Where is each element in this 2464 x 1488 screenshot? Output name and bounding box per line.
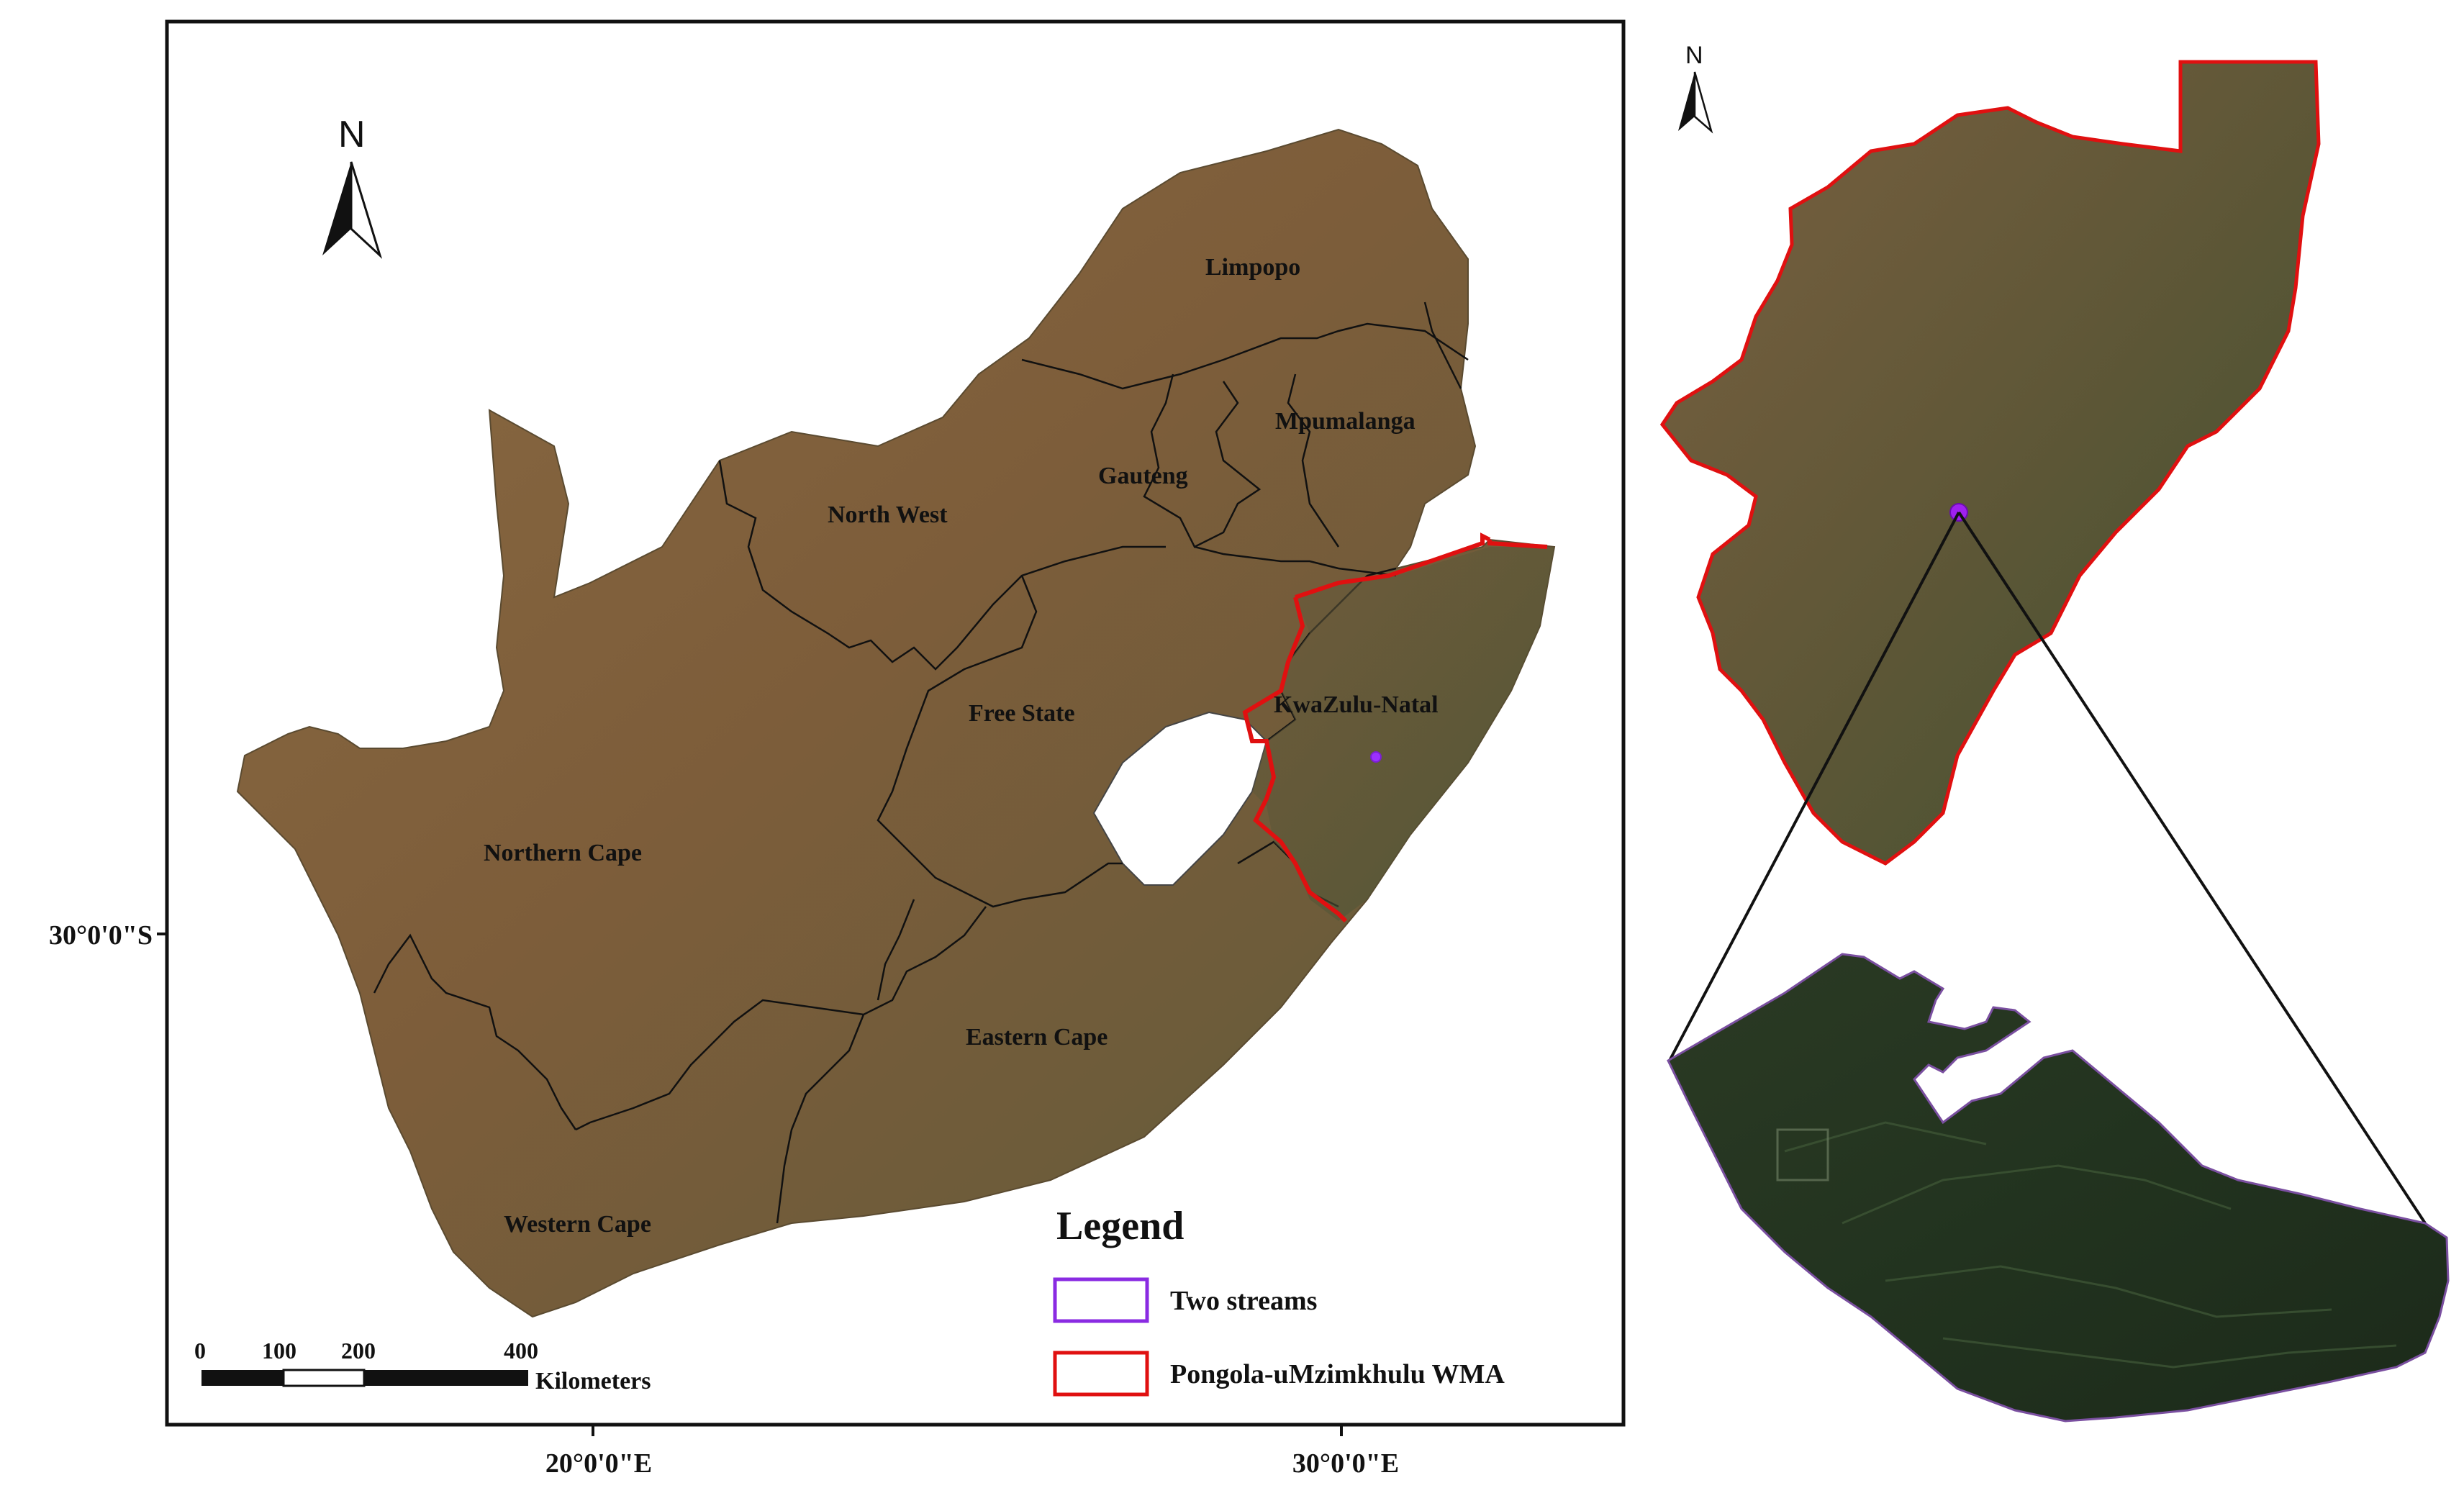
province-label-mpumalanga: Mpumalanga bbox=[1275, 408, 1416, 435]
scale-seg-3 bbox=[364, 1370, 528, 1386]
province-label-north-west: North West bbox=[828, 502, 948, 528]
site-plantation-lines bbox=[1784, 1121, 2397, 1369]
inset-north-arrow-right-icon bbox=[1693, 71, 1713, 134]
inset-north-arrow: N bbox=[1678, 42, 1713, 134]
province-label-western-cape: Western Cape bbox=[504, 1211, 651, 1238]
legend-swatch-two-streams bbox=[1053, 1277, 1149, 1323]
scale-tick-200: 200 bbox=[341, 1338, 376, 1364]
scale-seg-2 bbox=[282, 1369, 366, 1387]
graticule: 30°0'0"S 20°0'0"E 30°0'0"E bbox=[49, 920, 1399, 1479]
wma-outline-main-north bbox=[1487, 540, 1548, 549]
inset-wma-region bbox=[1659, 60, 2321, 866]
province-label-limpopo: Limpopo bbox=[1205, 254, 1300, 281]
province-label-northern-cape: Northern Cape bbox=[484, 840, 642, 866]
scale-tick-0: 0 bbox=[194, 1338, 206, 1364]
scale-tick-100: 100 bbox=[262, 1338, 296, 1364]
province-label-eastern-cape: Eastern Cape bbox=[966, 1024, 1108, 1051]
wma-outline-main-south bbox=[1242, 596, 1348, 923]
legend: Legend Two streams Pongola-uMzimkhulu WM… bbox=[1053, 1204, 1505, 1397]
north-arrow-main: N bbox=[322, 114, 383, 259]
two-streams-marker-main bbox=[1370, 751, 1382, 763]
wma-outline-main bbox=[1295, 532, 1491, 599]
legend-title: Legend bbox=[1056, 1204, 1184, 1248]
north-arrow-main-right-icon bbox=[350, 161, 383, 259]
scale-bar: 0 100 200 400 Kilometers bbox=[194, 1338, 651, 1394]
province-label-free-state: Free State bbox=[969, 700, 1075, 727]
scale-seg-1 bbox=[201, 1370, 284, 1386]
lat-label: 30°0'0"S bbox=[49, 920, 153, 951]
inset-north-arrow-left-icon bbox=[1678, 72, 1695, 131]
lon-label-20: 20°0'0"E bbox=[545, 1448, 652, 1479]
zoom-line-left bbox=[1668, 512, 1960, 1061]
legend-label-wma: Pongola-uMzimkhulu WMA bbox=[1170, 1359, 1505, 1389]
province-label-kwazulu-natal: KwaZulu-Natal bbox=[1274, 691, 1439, 718]
two-streams-site bbox=[1667, 953, 2450, 1423]
province-labels: Limpopo Mpumalanga Gauteng North West Fr… bbox=[484, 254, 1439, 1238]
legend-swatch-wma bbox=[1053, 1351, 1149, 1397]
scale-unit: Kilometers bbox=[535, 1368, 651, 1394]
lon-label-30: 30°0'0"E bbox=[1292, 1448, 1399, 1479]
north-arrow-main-left-icon bbox=[322, 162, 351, 255]
zoom-line-right bbox=[1957, 511, 2427, 1225]
inset-north-arrow-label: N bbox=[1685, 42, 1703, 69]
province-label-gauteng: Gauteng bbox=[1098, 463, 1188, 489]
north-arrow-main-label: N bbox=[338, 114, 366, 155]
site-compound bbox=[1776, 1128, 1829, 1181]
legend-label-two-streams: Two streams bbox=[1170, 1286, 1317, 1316]
kzn-region bbox=[1252, 547, 1554, 921]
scale-tick-400: 400 bbox=[504, 1338, 538, 1364]
south-africa-land bbox=[236, 128, 1556, 1318]
